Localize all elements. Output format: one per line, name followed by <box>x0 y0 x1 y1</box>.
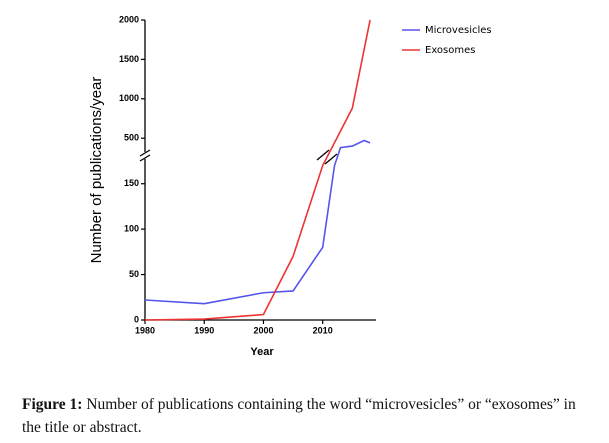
caption: Figure 1: Number of publications contain… <box>22 393 597 439</box>
series-line <box>144 139 371 305</box>
caption-label: Figure 1: <box>22 396 83 413</box>
y-tick-label: 1500 <box>119 54 139 64</box>
axis-break <box>139 149 151 157</box>
series-line <box>144 19 371 321</box>
y-tick-label: 150 <box>124 178 139 188</box>
x-tick-label: 1990 <box>194 325 214 335</box>
x-axis-label: Year <box>250 346 274 358</box>
y-tick-label: 1000 <box>119 93 139 103</box>
legend-label: Exosomes <box>425 45 475 56</box>
y-tick-label: 50 <box>129 269 139 279</box>
y-tick-label: 100 <box>124 224 139 234</box>
y-tick-label: 0 <box>134 314 139 324</box>
y-axis-label: Number of publications/year <box>88 77 105 264</box>
legend-label: Microvesicles <box>425 25 492 36</box>
line-break <box>324 153 338 165</box>
x-tick-label: 2010 <box>313 325 333 335</box>
y-tick-label: 500 <box>124 133 139 143</box>
x-tick-label: 1980 <box>135 325 155 335</box>
caption-text: Number of publications containing the wo… <box>22 396 576 436</box>
line-break <box>316 149 330 161</box>
y-tick-label: 2000 <box>119 14 139 24</box>
x-tick-label: 2000 <box>253 325 273 335</box>
axis-break <box>139 154 151 162</box>
